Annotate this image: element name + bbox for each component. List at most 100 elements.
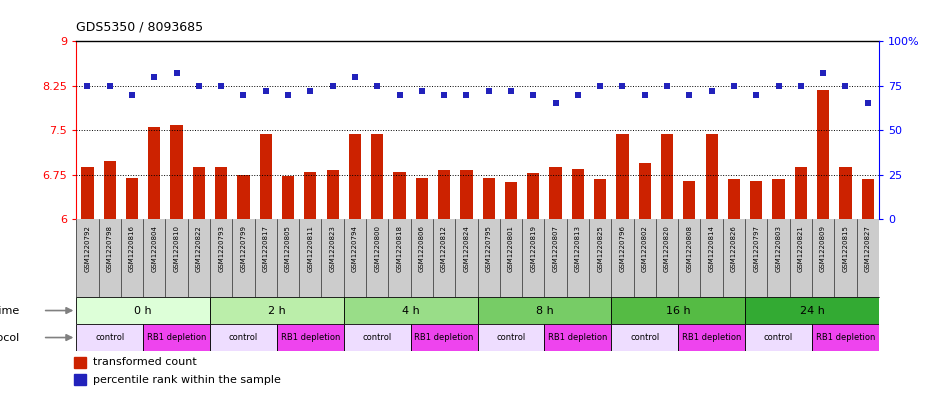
Text: GSM1220819: GSM1220819 xyxy=(530,225,537,272)
Point xyxy=(459,92,474,98)
Bar xyxy=(706,134,718,219)
Point xyxy=(326,83,340,89)
Text: control: control xyxy=(363,333,392,342)
Point xyxy=(525,92,540,98)
Bar xyxy=(477,297,611,324)
Bar xyxy=(74,374,86,386)
Point xyxy=(192,83,206,89)
Bar xyxy=(371,134,383,219)
Bar xyxy=(126,178,139,219)
Text: control: control xyxy=(95,333,125,342)
Bar xyxy=(678,324,745,351)
Bar xyxy=(544,324,611,351)
Point xyxy=(682,92,697,98)
Text: 0 h: 0 h xyxy=(134,305,152,316)
Text: GSM1220822: GSM1220822 xyxy=(196,225,202,272)
Point xyxy=(592,83,607,89)
Bar xyxy=(745,297,879,324)
Bar xyxy=(817,90,830,219)
Bar xyxy=(550,167,562,219)
Bar xyxy=(344,324,411,351)
Point xyxy=(838,83,853,89)
Point xyxy=(793,83,808,89)
Point xyxy=(236,92,251,98)
Bar xyxy=(572,169,584,219)
Bar xyxy=(344,297,477,324)
Text: GSM1220821: GSM1220821 xyxy=(798,225,804,272)
Point xyxy=(637,92,652,98)
Point xyxy=(749,92,764,98)
Text: control: control xyxy=(631,333,659,342)
Point xyxy=(415,88,430,94)
Bar xyxy=(728,179,740,219)
Bar xyxy=(326,171,339,219)
Text: GSM1220812: GSM1220812 xyxy=(441,225,447,272)
Point xyxy=(481,88,496,94)
Point xyxy=(548,100,563,107)
Text: GSM1220816: GSM1220816 xyxy=(129,225,135,272)
Point xyxy=(147,73,162,80)
Point xyxy=(437,92,452,98)
Bar xyxy=(349,134,361,219)
Text: GSM1220807: GSM1220807 xyxy=(552,225,559,272)
Point xyxy=(659,83,674,89)
Text: time: time xyxy=(0,305,20,316)
Text: GSM1220827: GSM1220827 xyxy=(865,225,870,272)
Bar xyxy=(795,167,807,219)
Point xyxy=(80,83,95,89)
Text: GSM1220808: GSM1220808 xyxy=(686,225,692,272)
Text: GSM1220811: GSM1220811 xyxy=(307,225,313,272)
Bar xyxy=(438,171,450,219)
Text: GSM1220818: GSM1220818 xyxy=(396,225,403,272)
Text: RB1 depletion: RB1 depletion xyxy=(816,333,875,342)
Point xyxy=(570,92,585,98)
Bar xyxy=(103,161,116,219)
Text: GSM1220792: GSM1220792 xyxy=(85,225,90,272)
Point xyxy=(348,73,363,80)
Text: GSM1220805: GSM1220805 xyxy=(286,225,291,272)
Bar xyxy=(773,179,785,219)
Bar xyxy=(861,179,874,219)
Text: transformed count: transformed count xyxy=(93,357,197,367)
Text: RB1 depletion: RB1 depletion xyxy=(415,333,473,342)
Text: RB1 depletion: RB1 depletion xyxy=(682,333,741,342)
Bar xyxy=(393,172,405,219)
Text: GSM1220795: GSM1220795 xyxy=(485,225,492,272)
Text: 8 h: 8 h xyxy=(536,305,553,316)
Bar xyxy=(81,167,94,219)
Bar xyxy=(259,134,272,219)
Bar xyxy=(411,324,478,351)
Text: GSM1220800: GSM1220800 xyxy=(374,225,380,272)
Text: GSM1220810: GSM1220810 xyxy=(174,225,179,272)
Bar xyxy=(76,297,210,324)
Text: GSM1220820: GSM1220820 xyxy=(664,225,670,272)
Text: GSM1220803: GSM1220803 xyxy=(776,225,781,272)
Point xyxy=(503,88,518,94)
Text: GSM1220801: GSM1220801 xyxy=(508,225,514,272)
Bar xyxy=(751,180,763,219)
Bar xyxy=(148,127,160,219)
Bar xyxy=(639,163,651,219)
Text: GSM1220798: GSM1220798 xyxy=(107,225,113,272)
Point xyxy=(615,83,630,89)
Point xyxy=(771,83,786,89)
Bar xyxy=(745,324,812,351)
Bar xyxy=(170,125,182,219)
Text: GSM1220793: GSM1220793 xyxy=(219,225,224,272)
Text: 16 h: 16 h xyxy=(666,305,690,316)
Bar xyxy=(527,173,539,219)
Text: GSM1220826: GSM1220826 xyxy=(731,225,737,272)
Bar xyxy=(661,134,673,219)
Point xyxy=(726,83,741,89)
Point xyxy=(125,92,140,98)
Point xyxy=(704,88,719,94)
Bar xyxy=(210,297,344,324)
Bar xyxy=(282,176,294,219)
Text: GSM1220815: GSM1220815 xyxy=(843,225,848,272)
Text: GSM1220799: GSM1220799 xyxy=(241,225,246,272)
Point xyxy=(214,83,229,89)
Bar xyxy=(237,174,249,219)
Text: GSM1220804: GSM1220804 xyxy=(152,225,157,272)
Point xyxy=(816,70,830,76)
Point xyxy=(259,88,273,94)
